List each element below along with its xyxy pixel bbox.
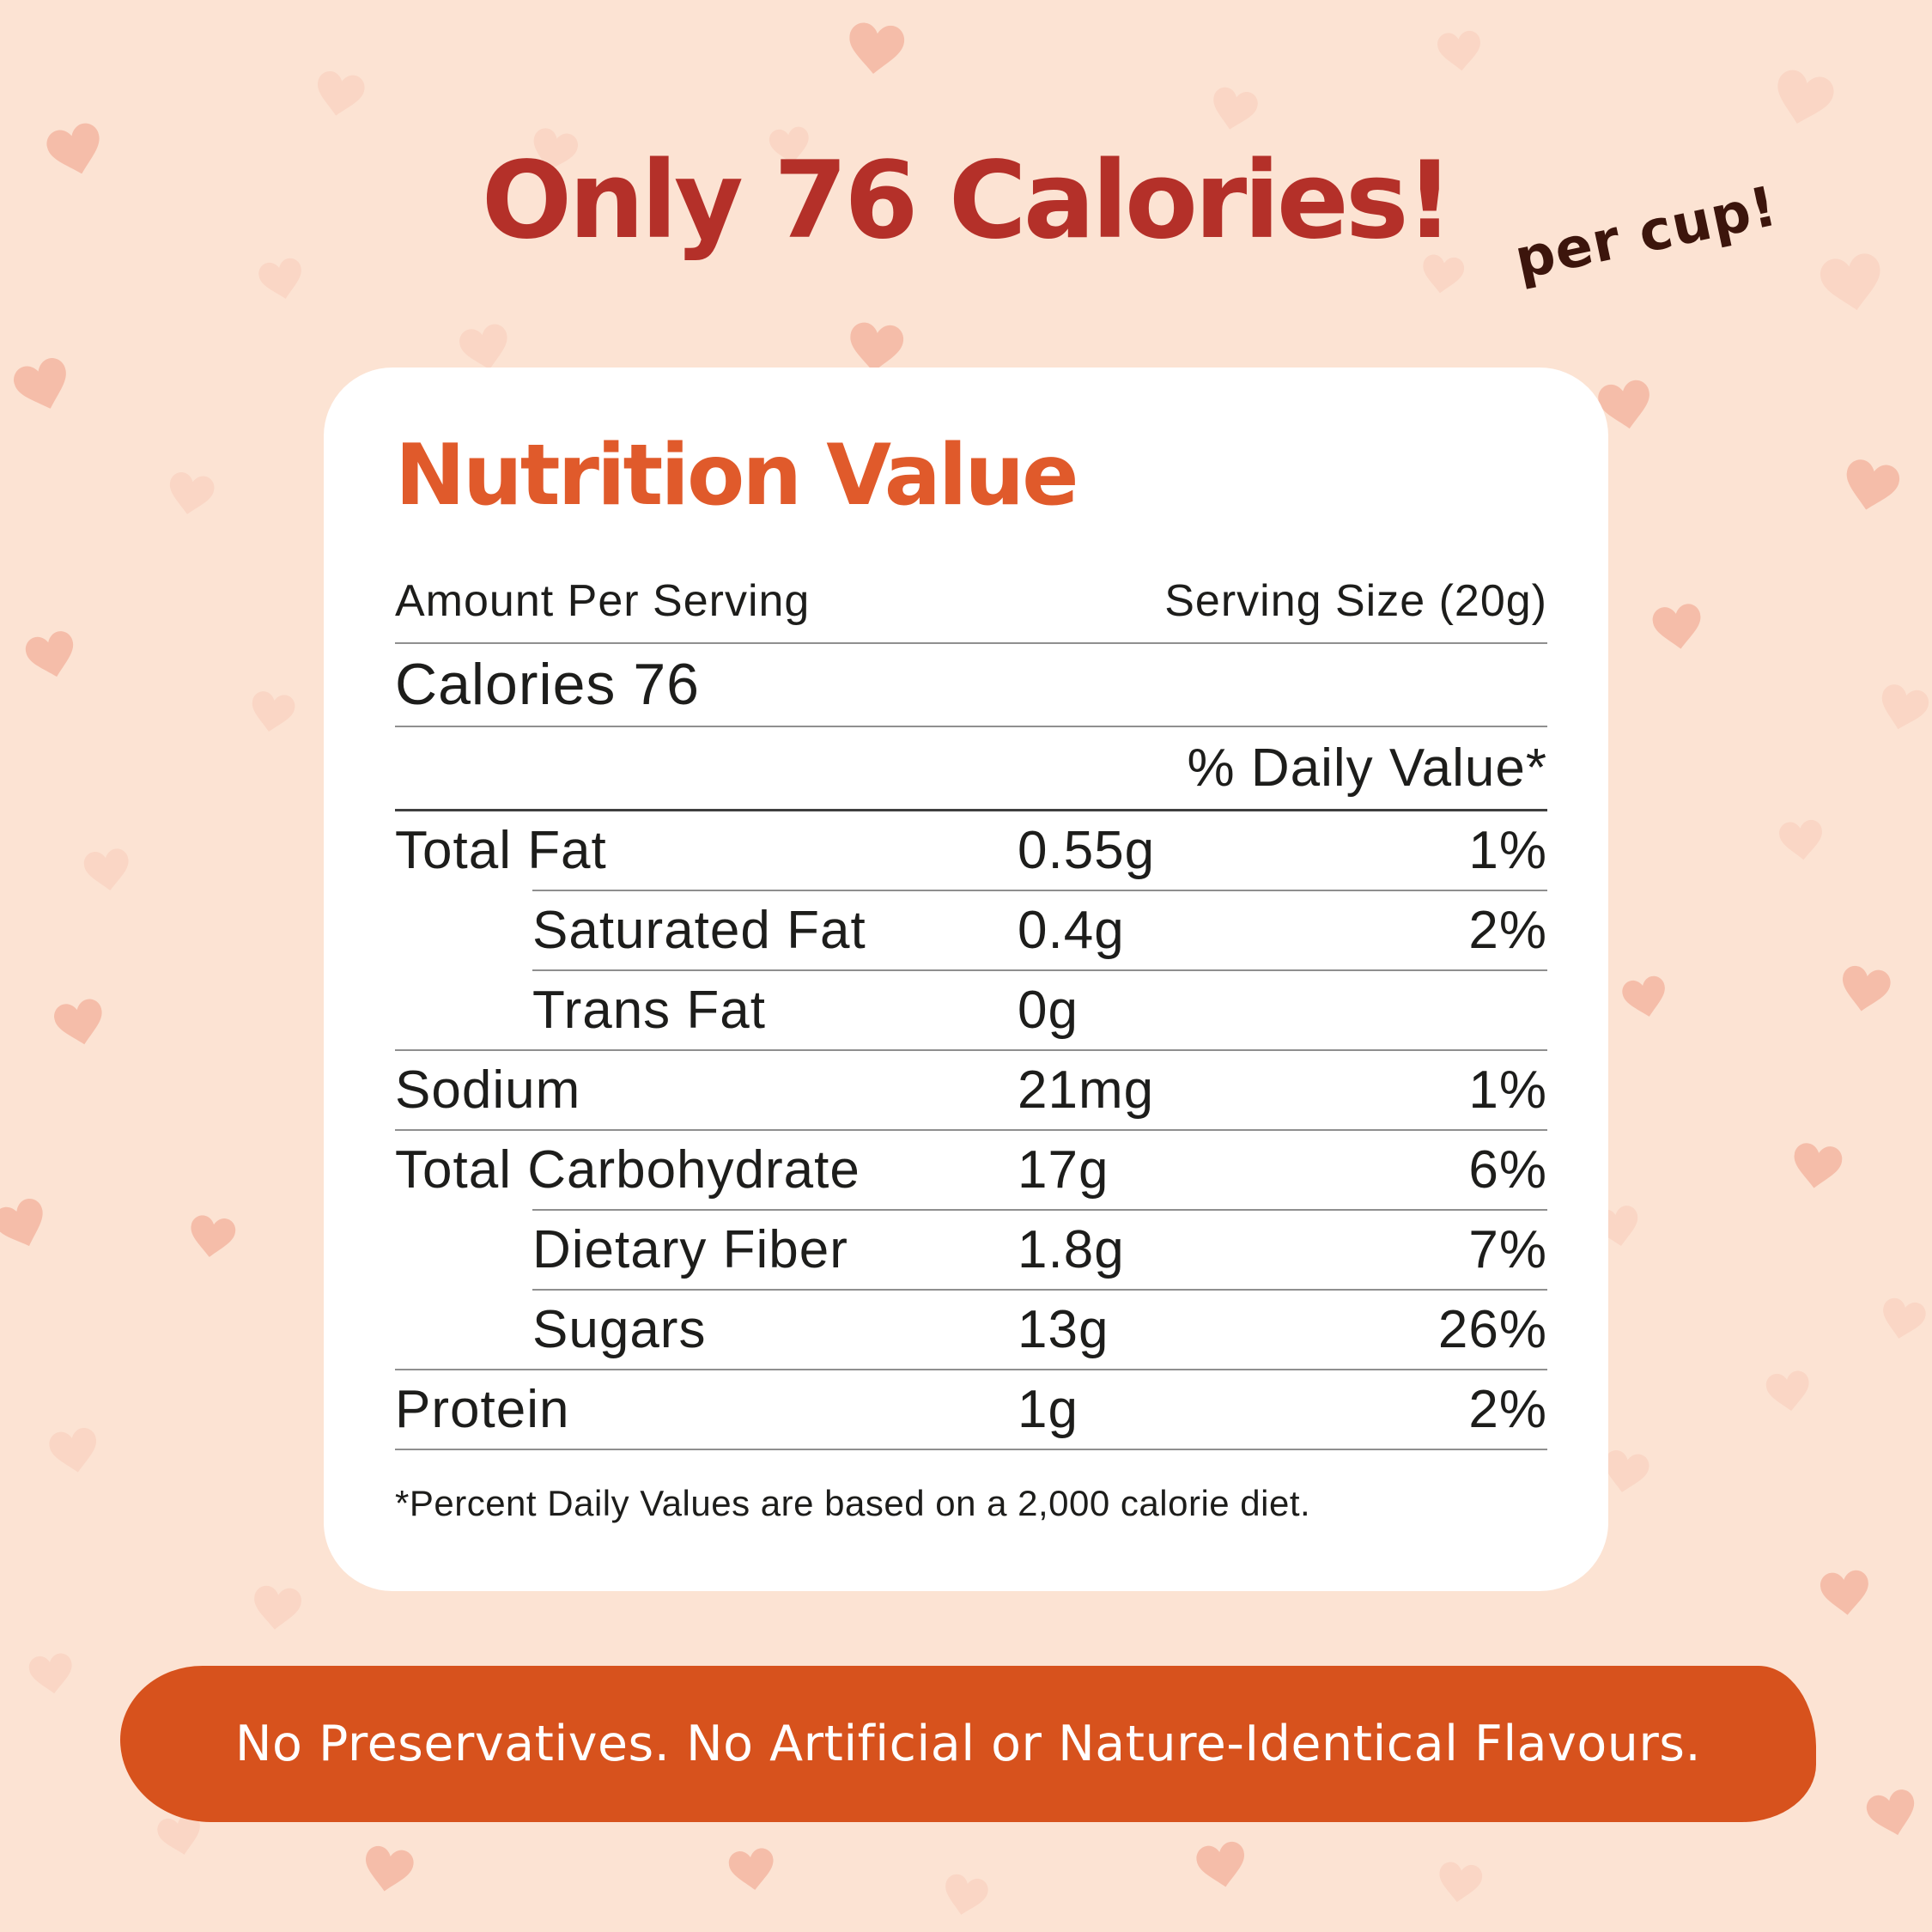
table-row: Sodium 21mg 1% (395, 1051, 1547, 1129)
table-divider (532, 1208, 1547, 1211)
nutrient-name: Sodium (395, 1060, 581, 1120)
nutrition-table: Total Fat 0.55g 1% Saturated Fat 0.4g 2% Trans… (395, 811, 1547, 1450)
heart-icon (1790, 1141, 1844, 1191)
heart-icon (23, 629, 81, 683)
nutrient-amount: 21mg (1018, 1060, 1155, 1120)
table-row: Total Carbohydrate 17g 6% (395, 1131, 1547, 1209)
nutrient-name: Saturated Fat (532, 900, 866, 960)
heart-icon (44, 120, 107, 181)
daily-value-header-row: % Daily Value* (395, 727, 1547, 811)
heart-icon (251, 1584, 302, 1632)
heart-icon (1651, 602, 1705, 652)
nutrient-daily-value: 2% (1468, 900, 1547, 960)
nutrient-amount: 17g (1018, 1139, 1109, 1200)
calories-row: Calories 76 (395, 644, 1547, 727)
nutrient-daily-value: 1% (1468, 1060, 1547, 1120)
table-row: Trans Fat 0g (395, 971, 1547, 1049)
bottom-banner-text: No Preservatives. No Artificial or Natur… (234, 1716, 1702, 1772)
heart-icon (846, 21, 906, 77)
heart-icon (727, 1847, 777, 1893)
heart-icon (1436, 1861, 1484, 1905)
nutrient-name: Total Fat (395, 820, 607, 880)
table-divider (395, 1128, 1547, 1131)
table-divider (532, 889, 1547, 891)
heart-icon (1620, 974, 1670, 1021)
heart-icon (527, 125, 580, 175)
heart-icon (257, 256, 307, 303)
heart-icon (165, 471, 216, 519)
nutrient-name: Dietary Fiber (532, 1219, 848, 1279)
table-divider (395, 1448, 1547, 1450)
heart-icon (1778, 819, 1825, 862)
heart-icon (768, 125, 811, 167)
heart-icon (1838, 964, 1893, 1016)
heart-icon (457, 322, 513, 374)
nutrient-amount: 0.55g (1018, 820, 1156, 880)
heart-icon (82, 848, 132, 894)
table-divider (532, 1288, 1547, 1291)
amount-per-serving-label: Amount Per Serving (395, 575, 811, 626)
nutrient-daily-value: 7% (1468, 1219, 1547, 1279)
heart-icon (313, 69, 367, 119)
table-row: Total Fat 0.55g 1% (395, 811, 1547, 890)
nutrient-name: Protein (395, 1379, 570, 1439)
heart-icon (1864, 1787, 1922, 1841)
heart-icon (1819, 1569, 1871, 1618)
heart-icon (1818, 251, 1886, 315)
footnote: *Percent Daily Values are based on a 2,0… (395, 1482, 1311, 1523)
nutrient-daily-value: 2% (1468, 1379, 1547, 1439)
table-row: Dietary Fiber 1.8g 7% (395, 1211, 1547, 1289)
daily-value-header: % Daily Value* (1187, 738, 1547, 798)
heart-icon (1208, 85, 1261, 134)
heart-icon (27, 1652, 76, 1697)
serving-size-label: Serving Size (20g) (1164, 575, 1547, 626)
heart-icon (361, 1844, 416, 1896)
heart-icon (1770, 67, 1838, 131)
nutrient-daily-value: 6% (1468, 1139, 1547, 1200)
nutrient-amount: 0.4g (1018, 900, 1125, 960)
table-row: Sugars 13g 26% (395, 1291, 1547, 1369)
calories-value: Calories 76 (395, 652, 700, 718)
heart-icon (1878, 1296, 1928, 1343)
heart-icon (1419, 253, 1466, 296)
heart-icon (0, 1195, 52, 1255)
nutrition-card-title: Nutrition Value (395, 427, 1079, 525)
heart-icon (1874, 682, 1930, 735)
heart-icon (847, 321, 905, 375)
heart-icon (1194, 1840, 1249, 1892)
nutrient-amount: 1.8g (1018, 1219, 1125, 1279)
nutrient-amount: 13g (1018, 1299, 1109, 1359)
bottom-banner: No Preservatives. No Artificial or Natur… (120, 1666, 1816, 1822)
heart-icon (1437, 30, 1483, 73)
table-divider (395, 1368, 1547, 1370)
nutrient-daily-value: 26% (1437, 1299, 1547, 1359)
heart-icon (52, 997, 107, 1049)
table-row: Protein 1g 2% (395, 1370, 1547, 1449)
nutrient-amount: 1g (1018, 1379, 1078, 1439)
heart-icon (155, 1812, 205, 1859)
table-row: Saturated Fat 0.4g 2% (395, 891, 1547, 969)
headline-text: Only 76 Calories! (481, 139, 1454, 263)
heart-icon (10, 355, 76, 417)
heart-icon (1840, 457, 1902, 515)
headline: Only 76 Calories! (0, 140, 1932, 263)
table-divider (532, 969, 1547, 971)
table-divider (395, 1048, 1547, 1051)
heart-icon (1600, 1449, 1650, 1497)
heart-icon (187, 1214, 237, 1261)
serving-header-row: Amount Per Serving Serving Size (20g) (395, 560, 1547, 644)
heart-icon (247, 690, 296, 735)
nutrient-daily-value: 1% (1468, 820, 1547, 880)
heart-icon (47, 1425, 101, 1476)
nutrient-name: Trans Fat (532, 980, 766, 1040)
nutrient-amount: 0g (1018, 980, 1078, 1040)
nutrient-name: Sugars (532, 1299, 707, 1359)
heart-icon (1596, 378, 1656, 433)
heart-icon (940, 1872, 990, 1919)
heart-icon (1765, 1370, 1813, 1414)
nutrient-name: Total Carbohydrate (395, 1139, 860, 1200)
nutrition-card: Nutrition Value Amount Per Serving Servi… (324, 368, 1608, 1591)
